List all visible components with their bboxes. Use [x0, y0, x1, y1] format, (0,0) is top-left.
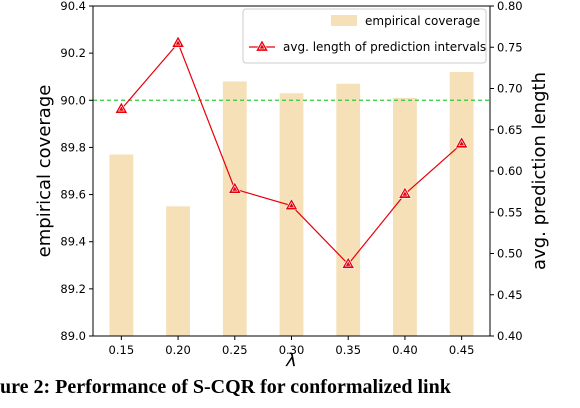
left-tick-label: 90.4 [60, 0, 86, 13]
x-axis-label: λ [285, 350, 297, 371]
prediction-length-point-inner [458, 140, 465, 146]
coverage-bar [109, 154, 134, 336]
right-tick-label: 0.40 [497, 329, 523, 343]
legend-label-coverage: empirical coverage [365, 14, 480, 28]
right-tick-label: 0.75 [497, 40, 523, 54]
right-tick-label: 0.60 [497, 164, 523, 178]
legend-marker-inner [258, 43, 266, 50]
legend-swatch-bar [331, 15, 357, 26]
x-tick-label: 0.40 [392, 343, 418, 357]
legend-marker [255, 39, 269, 52]
prediction-length-point-inner [344, 260, 352, 267]
y-axis-right-label: avg. prediction length [529, 72, 550, 270]
figure-caption: ure 2: Performance of S-CQR for conforma… [0, 376, 451, 398]
right-tick-label: 0.45 [497, 288, 523, 302]
prediction-length-point [114, 101, 129, 114]
right-tick-label: 0.70 [497, 82, 523, 96]
left-tick-label: 89.0 [60, 329, 86, 343]
coverage-bar [449, 72, 474, 336]
x-tick-label: 0.45 [449, 343, 475, 357]
prediction-length-point [284, 198, 299, 211]
prediction-length-point-inner [231, 185, 239, 192]
plot-area: 89.0 89.2 89.4 89.6 89.8 90.0 90.2 90.4 0.40 0.45… [34, 0, 550, 371]
coverage-bar [336, 83, 361, 337]
left-tick-label: 89.6 [60, 188, 86, 202]
prediction-length-point-inner [401, 190, 409, 197]
prediction-length-point [398, 186, 412, 199]
coverage-bar [393, 97, 417, 336]
prediction-length-point [171, 35, 185, 48]
coverage-bar [279, 93, 304, 336]
right-tick-label: 0.80 [497, 0, 523, 13]
left-tick-label: 90.0 [60, 93, 86, 107]
x-tick-label: 0.30 [279, 343, 305, 357]
coverage-bar [222, 81, 247, 336]
prediction-length-point-inner [288, 201, 295, 208]
prediction-length-point [227, 181, 242, 194]
right-tick-label: 0.55 [497, 205, 523, 219]
y-axis-left-label: empirical coverage [34, 85, 55, 258]
coverage-bar [166, 206, 190, 336]
x-tick-label: 0.35 [335, 343, 361, 357]
left-tick-label: 89.2 [60, 282, 86, 296]
left-tick-label: 89.4 [60, 235, 86, 249]
chart: 89.0 89.2 89.4 89.6 89.8 90.0 90.2 90.4 0.40 0.45… [34, 0, 550, 371]
legend-label-length: avg. length of prediction intervals [283, 40, 486, 54]
left-tick-label: 90.2 [60, 46, 86, 60]
prediction-length-point [454, 136, 469, 149]
left-tick-label: 89.8 [60, 140, 86, 154]
x-tick-label: 0.25 [222, 343, 248, 357]
x-tick-label: 0.20 [165, 343, 191, 357]
right-tick-label: 0.65 [497, 123, 523, 137]
prediction-length-point-inner [118, 105, 125, 112]
legend-box [242, 8, 487, 64]
right-tick-label: 0.50 [497, 247, 523, 261]
prediction-length-point-inner [174, 39, 182, 46]
prediction-length-point [341, 256, 356, 269]
x-tick-label: 0.15 [109, 343, 135, 357]
